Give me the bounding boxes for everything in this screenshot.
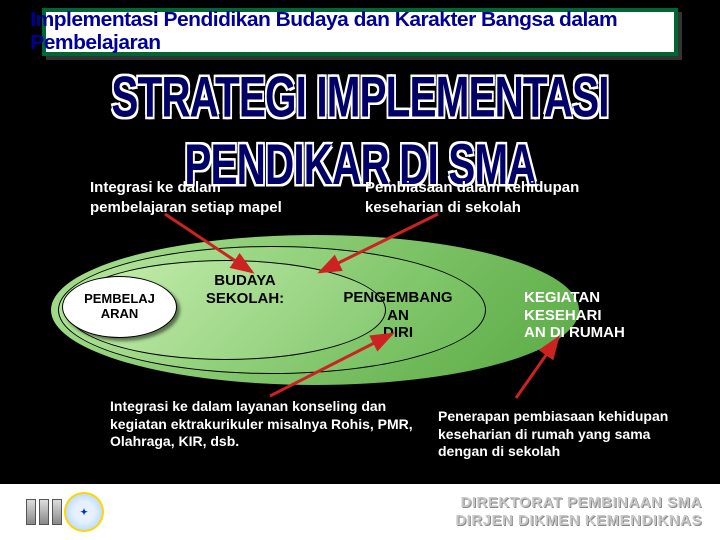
label-bottom-left: Integrasi ke dalam layanan konseling dan…	[110, 398, 420, 451]
footer-line1: DIREKTORAT PEMBINAAN SMA	[455, 494, 702, 512]
footer-bar: ✦ DIREKTORAT PEMBINAAN SMA DIRJEN DIKMEN…	[0, 484, 720, 540]
label-bottom-right: Penerapan pembiasaan kehidupan keseharia…	[438, 408, 678, 461]
node-budaya: BUDAYA SEKOLAH:	[190, 272, 300, 308]
node-pembelajaran-label: PEMBELAJ ARAN	[84, 292, 155, 322]
node-pembelajaran: PEMBELAJ ARAN	[62, 276, 177, 338]
node-kegiatan: KEGIATAN KESEHARI AN DI RUMAH	[524, 272, 644, 341]
footer-pillars-icon	[26, 499, 62, 525]
footer-text: DIREKTORAT PEMBINAAN SMA DIRJEN DIKMEN K…	[455, 494, 702, 530]
node-kegiatan-label: KEGIATAN KESEHARI AN DI RUMAH	[524, 289, 625, 341]
label-top-left: Integrasi ke dalam pembelajaran setiap m…	[90, 178, 290, 217]
label-top-right: Pembiasaan dalam kehidupan keseharian di…	[365, 178, 595, 217]
footer-line2: DIRJEN DIKMEN KEMENDIKNAS	[455, 512, 702, 530]
node-pengembangan: PENGEMBANG AN DIRI	[328, 272, 468, 341]
footer-logo-icon: ✦	[64, 492, 104, 532]
header-title: Implementasi Pendidikan Budaya dan Karak…	[30, 9, 689, 55]
header-box: Implementasi Pendidikan Budaya dan Karak…	[42, 8, 678, 56]
node-pengembangan-label: PENGEMBANG AN DIRI	[343, 289, 452, 341]
